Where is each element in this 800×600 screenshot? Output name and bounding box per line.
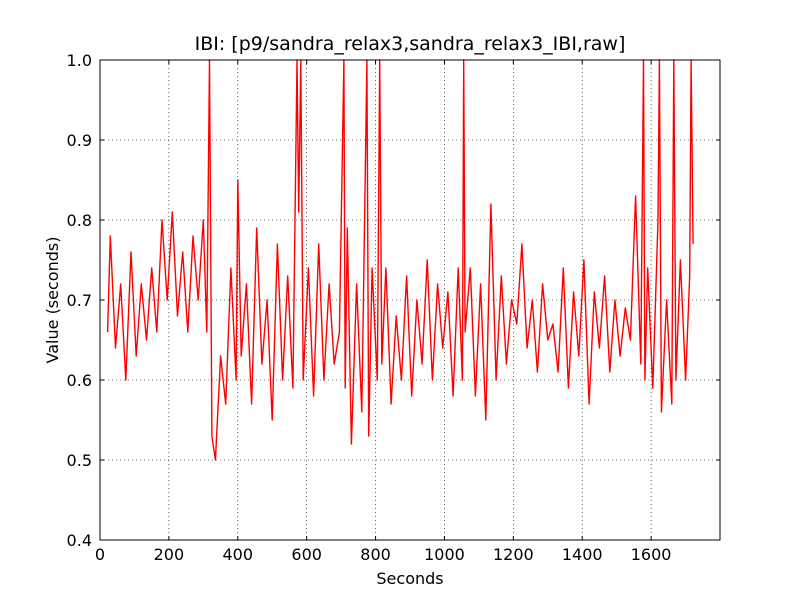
- y-tick-label: 0.4: [67, 531, 92, 550]
- chart-title: IBI: [p9/sandra_relax3,sandra_relax3_IBI…: [195, 33, 626, 55]
- y-tick-label: 0.5: [67, 451, 92, 470]
- x-tick-label: 200: [154, 545, 185, 564]
- x-tick-label: 1000: [424, 545, 465, 564]
- series-ibi: [106, 59, 694, 461]
- x-tick-label: 800: [360, 545, 391, 564]
- x-tick-label: 400: [223, 545, 254, 564]
- y-tick-label: 0.6: [67, 371, 92, 390]
- x-tick-label: 1400: [562, 545, 603, 564]
- y-axis-label: Value (seconds): [43, 237, 62, 364]
- x-axis-label: Seconds: [376, 569, 443, 588]
- y-tick-label: 0.9: [67, 131, 92, 150]
- y-tick-label: 0.7: [67, 291, 92, 310]
- y-tick-label: 0.8: [67, 211, 92, 230]
- ibi-series-line: [106, 59, 694, 461]
- axis-ticks: 0 200 400 600 800 1000 1200 1400 1600 0.4 0.5 0.6 0.…: [67, 51, 720, 564]
- y-tick-label: 1.0: [67, 51, 92, 70]
- x-tick-label: 1600: [631, 545, 672, 564]
- x-tick-label: 1200: [493, 545, 534, 564]
- x-tick-label: 600: [291, 545, 322, 564]
- x-tick-label: 0: [95, 545, 105, 564]
